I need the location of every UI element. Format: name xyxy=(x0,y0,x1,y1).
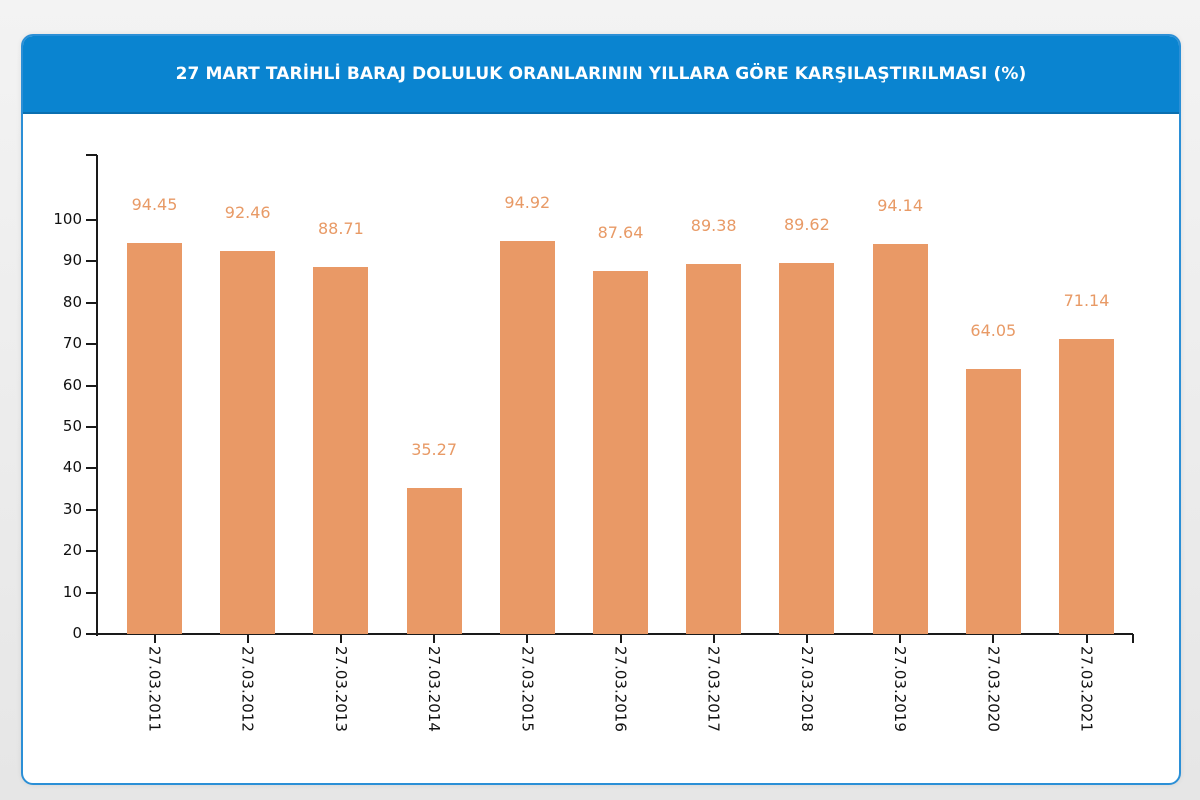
y-tick-label: 100 xyxy=(53,210,82,228)
x-tick xyxy=(433,634,436,643)
value-label: 89.38 xyxy=(690,215,737,235)
x-tick-label: 27.03.2020 xyxy=(984,646,1003,732)
x-tick xyxy=(246,634,249,643)
x-tick xyxy=(712,634,715,643)
value-label: 64.05 xyxy=(970,320,1017,340)
y-tick-label: 0 xyxy=(72,624,82,642)
bar-27.03.2014 xyxy=(406,487,462,634)
x-tick-label: 27.03.2012 xyxy=(238,646,257,732)
y-tick-label: 10 xyxy=(62,582,82,601)
x-tick-label: 27.03.2018 xyxy=(797,646,816,732)
value-label: 71.14 xyxy=(1063,291,1110,311)
y-axis xyxy=(96,155,98,636)
x-tick xyxy=(619,634,622,643)
y-axis-top-tick xyxy=(86,154,97,156)
y-tick-label: 60 xyxy=(62,375,82,394)
bar-27.03.2012 xyxy=(220,251,276,634)
x-axis-end-tick xyxy=(1132,634,1134,643)
y-tick-label: 90 xyxy=(62,251,82,270)
y-tick xyxy=(86,384,97,387)
y-tick-label: 50 xyxy=(62,417,82,435)
x-axis xyxy=(96,633,1133,635)
bar-27.03.2018 xyxy=(779,262,835,634)
bar-27.03.2011 xyxy=(127,242,182,634)
x-tick-label: 27.03.2015 xyxy=(518,646,537,732)
x-tick xyxy=(339,634,342,643)
x-tick-label: 27.03.2021 xyxy=(1077,646,1096,732)
value-label: 35.27 xyxy=(411,439,457,459)
y-tick xyxy=(86,260,97,263)
x-tick-label: 27.03.2016 xyxy=(611,646,630,732)
bar-27.03.2013 xyxy=(313,266,369,634)
y-tick xyxy=(86,467,97,470)
value-label: 94.14 xyxy=(877,196,923,216)
value-label: 87.64 xyxy=(597,223,644,243)
x-tick-label: 27.03.2014 xyxy=(425,646,444,732)
y-tick xyxy=(86,343,97,346)
x-tick xyxy=(526,634,529,643)
x-tick xyxy=(805,634,808,643)
value-label: 94.45 xyxy=(131,194,178,214)
y-tick xyxy=(86,426,97,428)
x-tick-label: 27.03.2019 xyxy=(891,646,910,732)
x-tick-label: 27.03.2013 xyxy=(331,646,350,732)
value-label: 92.46 xyxy=(224,203,271,223)
y-tick xyxy=(86,591,97,594)
bar-27.03.2015 xyxy=(499,241,555,634)
y-tick xyxy=(86,301,97,304)
x-tick xyxy=(153,634,156,643)
y-tick xyxy=(86,219,97,221)
chart-header: 27 MART TARİHLİ BARAJ DOLULUK ORANLARINI… xyxy=(23,36,1179,114)
bar-27.03.2021 xyxy=(1059,339,1114,634)
x-tick-label: 27.03.2011 xyxy=(145,646,164,732)
bar-27.03.2019 xyxy=(872,244,928,634)
x-tick xyxy=(992,634,995,643)
chart-title: 27 MART TARİHLİ BARAJ DOLULUK ORANLARINI… xyxy=(175,64,1027,84)
value-label: 89.62 xyxy=(783,214,830,234)
bar-27.03.2017 xyxy=(686,263,742,634)
y-tick xyxy=(86,508,97,511)
y-tick-label: 30 xyxy=(62,499,82,518)
value-label: 94.92 xyxy=(504,193,551,213)
bar-27.03.2020 xyxy=(965,368,1021,634)
y-tick xyxy=(86,550,97,553)
value-label: 88.71 xyxy=(317,218,364,238)
y-tick-label: 40 xyxy=(62,458,82,477)
x-tick-label: 27.03.2017 xyxy=(704,646,723,732)
x-tick xyxy=(899,634,902,643)
y-tick-label: 20 xyxy=(62,541,82,560)
x-tick xyxy=(1085,634,1088,643)
bar-27.03.2016 xyxy=(593,271,648,634)
y-tick-label: 70 xyxy=(62,334,82,353)
y-tick-label: 80 xyxy=(62,292,82,311)
y-tick xyxy=(86,633,97,635)
